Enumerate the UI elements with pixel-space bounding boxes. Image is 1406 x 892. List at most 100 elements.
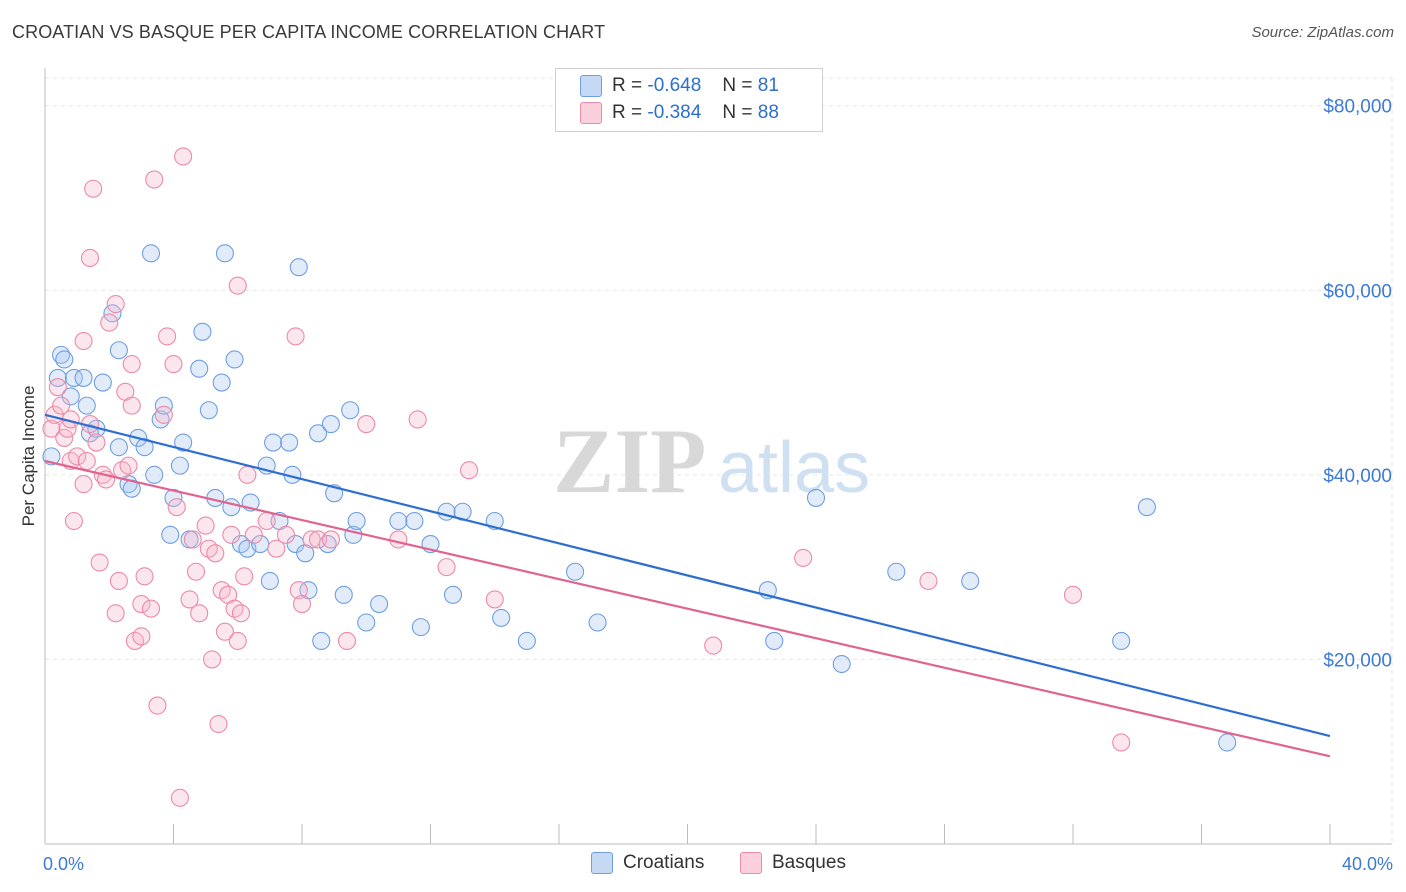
croatian-point <box>341 401 360 420</box>
croatian-point <box>411 618 430 637</box>
croatian-point <box>231 535 251 554</box>
croatian-point <box>443 585 463 604</box>
y-tick-label: $40,000 <box>1323 466 1392 487</box>
n-value-basques: 88 <box>757 102 779 123</box>
basque-point <box>199 539 218 558</box>
croatian-point <box>141 244 161 263</box>
basque-point <box>286 327 305 346</box>
basque-point <box>215 622 234 641</box>
croatian-point <box>109 341 128 360</box>
croatian-point <box>80 424 100 443</box>
bottom-legend-swatch-croatians <box>591 852 613 874</box>
watermark-zip: ZIP <box>553 410 706 512</box>
basque-point <box>228 631 247 651</box>
croatian-point <box>161 525 180 544</box>
basque-point <box>132 627 151 646</box>
croatian-point <box>492 608 511 627</box>
basque-point <box>48 378 67 397</box>
croatian-point <box>264 433 283 452</box>
croatian-point <box>190 359 209 378</box>
croatian-point <box>174 433 193 452</box>
basque-point <box>180 590 199 609</box>
basque-point <box>235 567 254 586</box>
croatian-point <box>765 631 784 651</box>
trend-lines <box>44 413 1331 758</box>
basque-point <box>302 530 321 549</box>
basque-point <box>170 788 189 807</box>
basque-point <box>77 451 96 471</box>
basque-point <box>106 604 125 623</box>
basque-point <box>485 590 504 609</box>
y-tick-label: $20,000 <box>1323 650 1392 671</box>
axes <box>44 68 1392 845</box>
basque-point <box>80 248 100 268</box>
r-label: R = <box>612 75 643 96</box>
basque-point <box>289 581 308 600</box>
croatian-point <box>347 511 366 531</box>
basque-point <box>222 525 241 544</box>
r-label: R = <box>612 102 643 123</box>
croatian-point <box>389 511 408 531</box>
watermark-atlas: atlas <box>718 428 870 508</box>
basque-point <box>119 456 138 475</box>
basque-point <box>212 581 231 600</box>
basque-point <box>64 511 83 531</box>
basque-point <box>919 571 938 591</box>
croatian-point <box>289 258 308 277</box>
n-value-croatians: 81 <box>757 75 779 96</box>
legend-swatch-croatians <box>580 75 602 97</box>
croatian-point <box>961 571 980 591</box>
bottom-legend-basques: Basques <box>740 852 846 874</box>
basque-point <box>164 355 183 374</box>
basque-point <box>231 604 251 623</box>
basque-point <box>106 295 125 314</box>
croatian-point <box>93 373 112 392</box>
croatian-point <box>806 488 826 507</box>
basque-point <box>228 276 247 295</box>
basque-point <box>209 714 228 734</box>
basque-point <box>206 544 225 563</box>
basque-point <box>158 327 177 346</box>
croatian-point <box>1112 631 1131 651</box>
basque-point <box>135 567 154 586</box>
chart-title: CROATIAN VS BASQUE PER CAPITA INCOME COR… <box>12 22 606 42</box>
basque-point <box>167 498 186 517</box>
basque-point <box>145 170 164 189</box>
bottom-legend-croatians: Croatians <box>591 852 704 874</box>
croatian-point <box>357 613 376 632</box>
croatian-point <box>312 631 331 651</box>
basque-point <box>459 461 479 480</box>
basque-point <box>84 179 103 198</box>
basque-point <box>389 530 408 549</box>
croatian-point <box>222 498 241 517</box>
basque-trend-line <box>44 459 1331 758</box>
croatian-point <box>48 368 67 387</box>
croatian-point <box>199 401 218 420</box>
basque-point <box>52 396 71 415</box>
x-tick-label-min: 0.0% <box>43 854 84 874</box>
y-axis-label: Per Capita Income <box>19 386 38 527</box>
basque-point <box>100 313 119 332</box>
croatian-point <box>1218 733 1237 752</box>
bottom-legend-swatch-basques <box>740 852 762 874</box>
basque-point <box>74 331 93 351</box>
basque-point <box>244 525 263 544</box>
croatian-point <box>64 368 83 387</box>
r-value-basques: -0.384 <box>647 102 702 123</box>
basque-point <box>125 631 144 651</box>
basque-point <box>704 636 723 655</box>
basque-point <box>148 696 167 715</box>
croatian-point <box>61 387 80 406</box>
croatian-point <box>588 613 607 632</box>
croatian-point <box>1137 498 1156 517</box>
basque-point <box>122 396 141 415</box>
n-label: N = <box>722 102 753 123</box>
basque-point <box>132 594 151 614</box>
axis-labels: $20,000 $40,000 $60,000 $80,000 0.0% 40.0% Per… <box>19 97 1393 874</box>
croatian-point <box>77 396 96 415</box>
basque-point <box>1112 733 1131 752</box>
croatian-point <box>370 594 389 614</box>
croatian-point <box>170 456 189 475</box>
croatian-point <box>832 654 851 674</box>
